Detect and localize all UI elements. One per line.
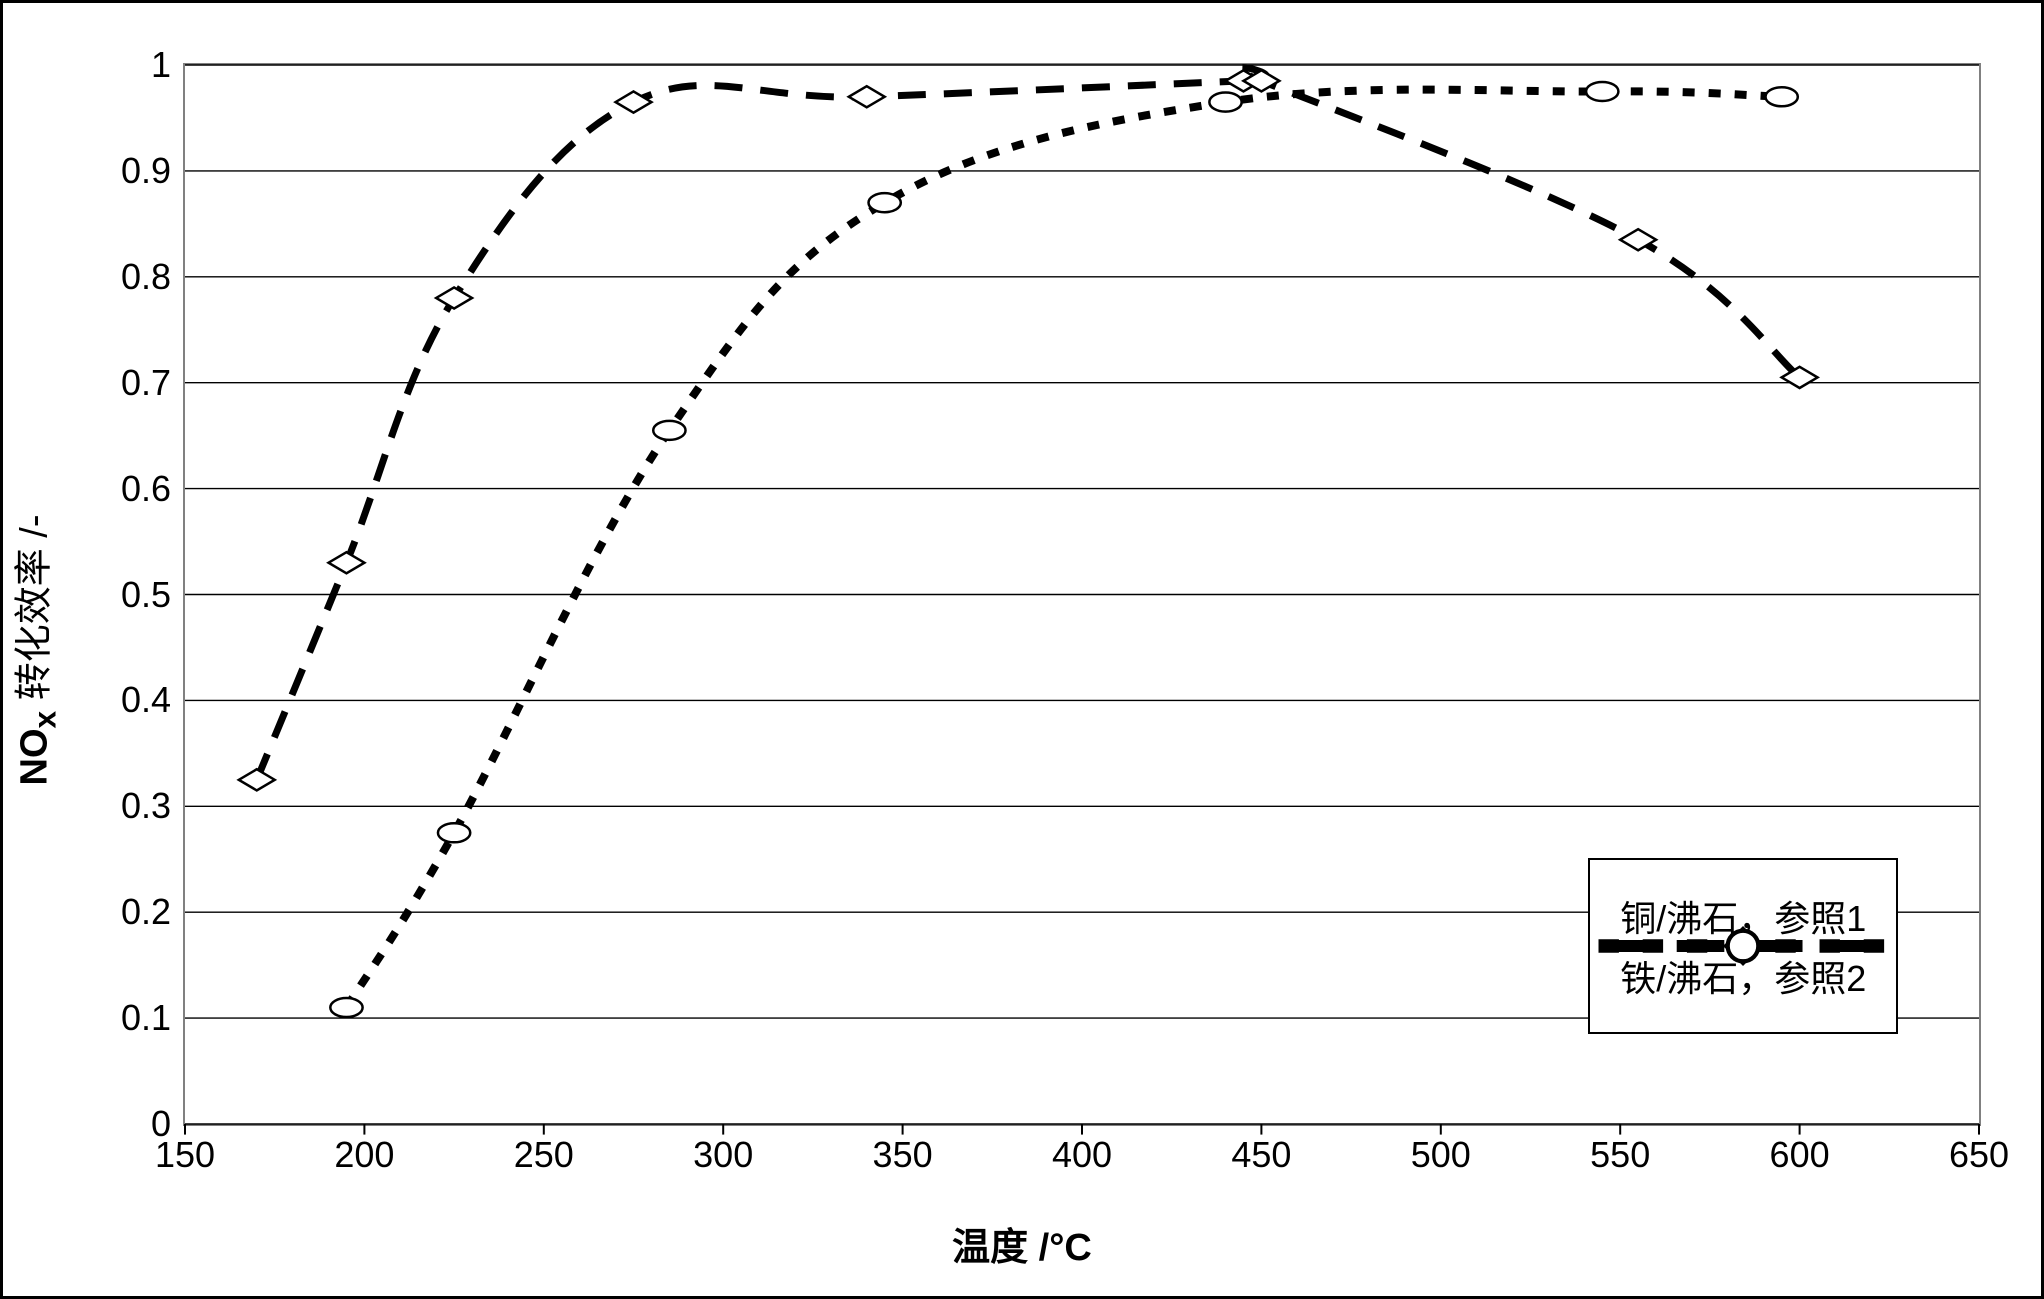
xtick-label: 150: [155, 1134, 215, 1176]
series-line-fe: [346, 90, 1781, 1008]
legend: 铜/沸石，参照1铁/沸石，参照2: [1588, 858, 1898, 1034]
xtick-label: 500: [1411, 1134, 1471, 1176]
ytick-label: 0.8: [121, 256, 171, 298]
ytick-label: 0.9: [121, 150, 171, 192]
series-marker-fe: [438, 823, 470, 842]
ylabel-prefix: NO: [14, 728, 56, 785]
ytick-label: 1: [151, 44, 171, 86]
plot-area: 铜/沸石，参照1铁/沸石，参照2 00.10.20.30.40.50.60.70…: [183, 63, 1981, 1126]
xtick-label: 600: [1770, 1134, 1830, 1176]
ytick-label: 0.1: [121, 997, 171, 1039]
ytick-label: 0.3: [121, 785, 171, 827]
series-line-cu: [257, 68, 1800, 780]
series-marker-cu: [239, 769, 275, 790]
ylabel-sub: x: [26, 710, 62, 728]
series-marker-fe: [869, 193, 901, 212]
chart-container: NOx 转化效率 /- 温度 /°C 铜/沸石，参照1铁/沸石，参照2 00.1…: [0, 0, 2044, 1299]
series-marker-fe: [330, 998, 362, 1017]
xtick-label: 550: [1590, 1134, 1650, 1176]
series-marker-fe: [1766, 87, 1798, 106]
legend-row-fe: 铁/沸石，参照2: [1620, 950, 1866, 1002]
xtick-label: 300: [693, 1134, 753, 1176]
series-marker-cu: [329, 552, 365, 573]
xtick-label: 650: [1949, 1134, 2009, 1176]
xtick-label: 400: [1052, 1134, 1112, 1176]
series-marker-cu: [849, 86, 885, 107]
ytick-label: 0.2: [121, 891, 171, 933]
x-axis-label: 温度 /°C: [952, 1216, 1092, 1271]
ytick-label: 0.7: [121, 362, 171, 404]
ytick-label: 0.5: [121, 574, 171, 616]
series-marker-fe: [1209, 93, 1241, 112]
y-axis-label: NOx 转化效率 /-: [3, 514, 64, 785]
ytick-label: 0.4: [121, 679, 171, 721]
xtick-label: 200: [334, 1134, 394, 1176]
series-marker-cu: [436, 287, 472, 308]
series-marker-fe: [1586, 82, 1618, 101]
xtick-label: 250: [514, 1134, 574, 1176]
xtick-label: 450: [1231, 1134, 1291, 1176]
xtick-label: 350: [873, 1134, 933, 1176]
ylabel-suffix: 转化效率 /-: [14, 514, 56, 710]
legend-swatch-fe: [1590, 860, 1896, 1032]
ytick-label: 0.6: [121, 468, 171, 510]
series-marker-fe: [653, 421, 685, 440]
